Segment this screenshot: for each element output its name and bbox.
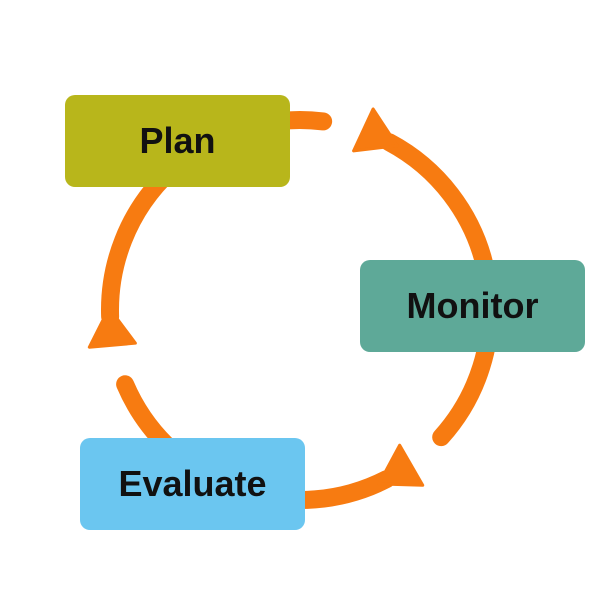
node-monitor-label: Monitor	[407, 285, 539, 327]
node-evaluate: Evaluate	[80, 438, 305, 530]
node-plan-label: Plan	[139, 120, 215, 162]
node-monitor: Monitor	[360, 260, 585, 352]
node-plan: Plan	[65, 95, 290, 187]
node-evaluate-label: Evaluate	[118, 463, 266, 505]
cycle-diagram: Plan Monitor Evaluate	[0, 0, 600, 600]
